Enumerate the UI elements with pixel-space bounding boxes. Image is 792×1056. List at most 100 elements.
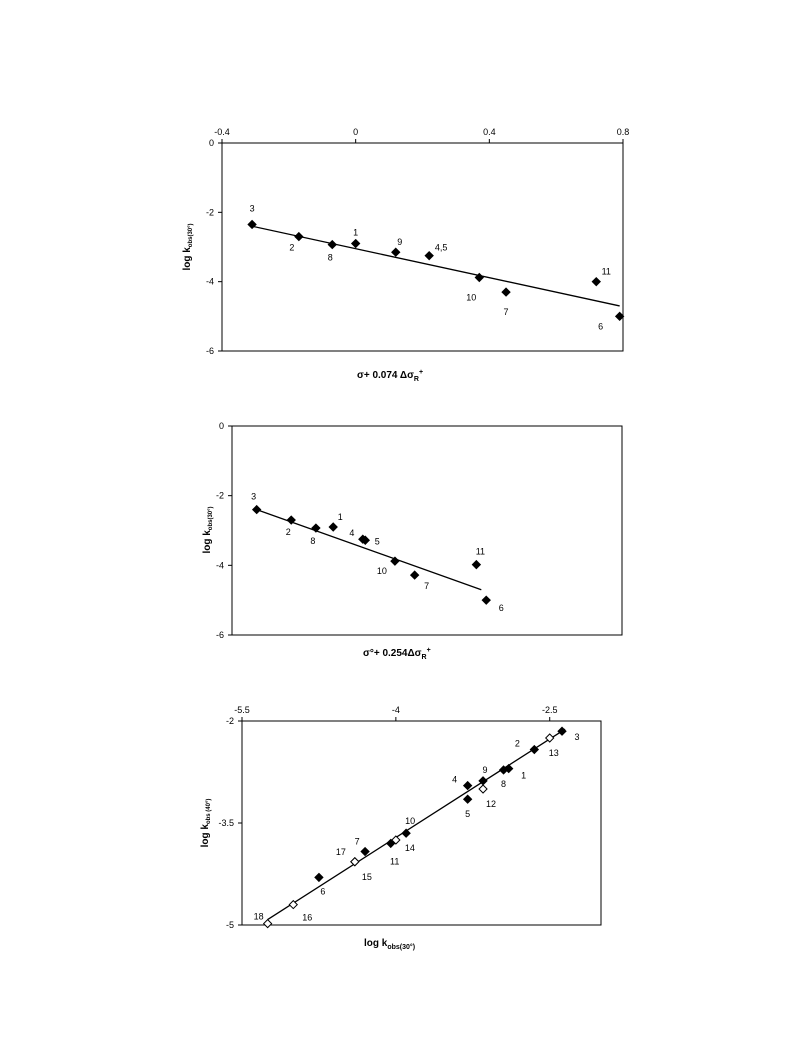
x-axis-title: log kobs(30°)	[364, 938, 415, 951]
point-label: 11	[602, 267, 611, 277]
y-axis-title: log kobs(30°)	[182, 223, 194, 270]
y-axis-title: log kobs (40°)	[200, 799, 212, 848]
y-tick-label: -6	[216, 630, 224, 640]
point-label: 17	[336, 847, 346, 857]
y-axis-title: log kobs(30°)	[202, 506, 214, 553]
point-label: 8	[501, 779, 506, 789]
data-point	[478, 784, 488, 794]
data-point	[391, 247, 401, 257]
data-point	[360, 535, 370, 545]
regression-line	[256, 508, 482, 591]
data-point	[557, 726, 567, 736]
data-point	[251, 504, 262, 515]
data-point	[286, 515, 296, 525]
point-label: 13	[549, 748, 559, 758]
point-label: 10	[466, 293, 476, 303]
point-label: 11	[476, 547, 485, 557]
point-label: 16	[302, 913, 312, 923]
plot-frame	[221, 142, 624, 352]
data-point	[424, 250, 434, 261]
plot-frame	[231, 425, 623, 636]
data-point	[327, 239, 337, 250]
y-tick-label: -6	[206, 346, 214, 356]
data-point	[288, 899, 298, 910]
y-tick-label: -2	[226, 716, 234, 726]
data-point	[501, 287, 511, 297]
data-point	[545, 733, 555, 743]
point-label: 6	[320, 886, 325, 896]
point-label: 9	[483, 765, 488, 775]
data-point	[262, 918, 273, 929]
data-point	[481, 595, 491, 605]
point-label: 3	[575, 732, 580, 742]
data-point	[350, 238, 361, 249]
data-point	[311, 523, 321, 533]
point-label: 18	[254, 912, 264, 922]
point-label: 7	[424, 581, 429, 591]
data-point	[314, 872, 324, 883]
data-point	[498, 765, 509, 775]
x-axis-title: σ+ 0.074 ΔσR+	[357, 369, 423, 383]
y-tick-label: -2	[206, 207, 214, 217]
point-label: 10	[405, 816, 415, 826]
y-tick-label: -3.5	[218, 818, 234, 828]
data-point	[294, 231, 304, 242]
y-tick-label: -4	[216, 560, 224, 570]
y-tick-label: -4	[206, 277, 214, 287]
point-label: 4	[349, 528, 354, 538]
point-label: 14	[405, 843, 415, 853]
point-label: 2	[286, 527, 291, 537]
point-label: 3	[251, 492, 256, 502]
point-label: 8	[328, 253, 333, 263]
data-point	[360, 846, 370, 857]
point-label: 3	[250, 203, 255, 213]
point-label: 10	[377, 566, 387, 576]
y-tick-label: -5	[226, 920, 234, 930]
x-tick-label: -4	[392, 705, 400, 715]
x-tick-label: -2.5	[542, 705, 558, 715]
point-label: 5	[375, 536, 380, 546]
point-label: 5	[465, 809, 470, 819]
y-tick-label: 0	[209, 138, 214, 148]
point-label: 2	[289, 243, 294, 253]
data-point	[328, 522, 338, 532]
data-point	[409, 570, 420, 580]
regression-line	[251, 225, 620, 307]
y-tick-label: -2	[216, 491, 224, 501]
point-label: 4	[452, 775, 457, 785]
data-point	[462, 794, 473, 804]
data-point	[386, 838, 396, 849]
point-label: 2	[515, 739, 520, 749]
x-tick-label: 0	[353, 127, 358, 137]
data-point	[350, 857, 360, 867]
plot-frame	[241, 720, 602, 926]
x-tick-label: 0.8	[617, 127, 630, 137]
x-tick-label: -0.4	[214, 127, 230, 137]
point-label: 9	[397, 237, 402, 247]
data-point	[529, 744, 540, 755]
point-label: 1	[338, 512, 343, 522]
data-point	[474, 272, 485, 283]
point-label: 6	[598, 321, 603, 331]
point-label: 12	[486, 799, 496, 809]
point-label: 7	[504, 307, 509, 317]
x-tick-label: 0.4	[483, 127, 496, 137]
data-point	[614, 311, 625, 322]
point-label: 6	[499, 603, 504, 613]
point-label: 8	[310, 536, 315, 546]
data-point	[247, 219, 257, 230]
data-point	[390, 556, 400, 566]
data-point	[471, 559, 482, 570]
chart-2: 0 -2 -4 -6 3 2 8 14 5 10 7 11 6 σ°+ 0.254ΔσR+ log kobs…	[202, 421, 623, 661]
data-point	[401, 828, 411, 838]
x-axis-title: σ°+ 0.254ΔσR+	[363, 647, 431, 661]
point-label: 1	[353, 228, 358, 238]
data-point	[462, 780, 473, 791]
data-point	[591, 276, 601, 287]
point-label: 4,5	[435, 243, 448, 253]
x-tick-label: -5.5	[234, 705, 250, 715]
y-tick-label: 0	[219, 421, 224, 431]
point-label: 1	[521, 771, 526, 781]
